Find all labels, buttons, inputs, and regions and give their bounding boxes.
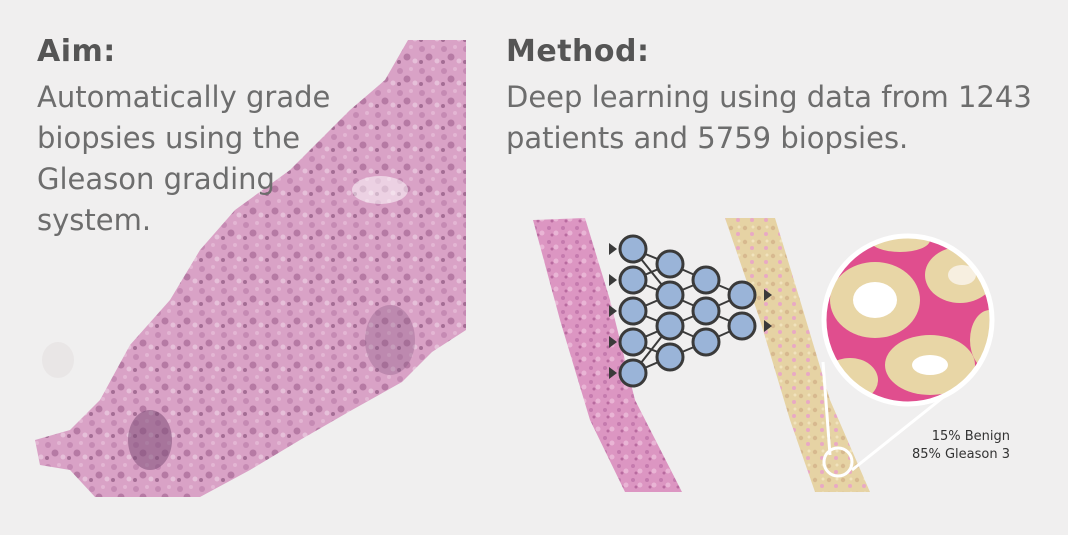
zoom-callout	[821, 361, 947, 478]
benign-percentage: 15% Benign	[931, 429, 1010, 444]
method-line: Deep learning using data from 1243	[506, 80, 1032, 114]
aim-line: Gleason grading	[37, 162, 275, 196]
method-description: Deep learning using data from 1243 patie…	[506, 77, 1046, 159]
aim-description: Automatically grade biopsies using the G…	[37, 77, 367, 241]
biopsy-tissue-large	[35, 40, 466, 497]
aim-line: biopsies using the	[37, 121, 301, 155]
magnified-tissue	[821, 233, 995, 407]
biopsy-strip-input	[533, 218, 682, 492]
aim-line: system.	[37, 203, 152, 237]
neural-network	[632, 248, 743, 374]
grading-result: 15% Benign 85% Gleason 3	[912, 428, 1010, 464]
aim-heading: Aim:	[37, 34, 116, 69]
aim-line: Automatically grade	[37, 80, 331, 114]
method-heading: Method:	[506, 34, 650, 69]
biopsy-strip-output	[725, 218, 870, 492]
input-arrows	[609, 243, 772, 379]
method-line: patients and 5759 biopsies.	[506, 121, 909, 155]
gleason-percentage: 85% Gleason 3	[911, 447, 1010, 462]
network-nodes	[618, 234, 757, 388]
